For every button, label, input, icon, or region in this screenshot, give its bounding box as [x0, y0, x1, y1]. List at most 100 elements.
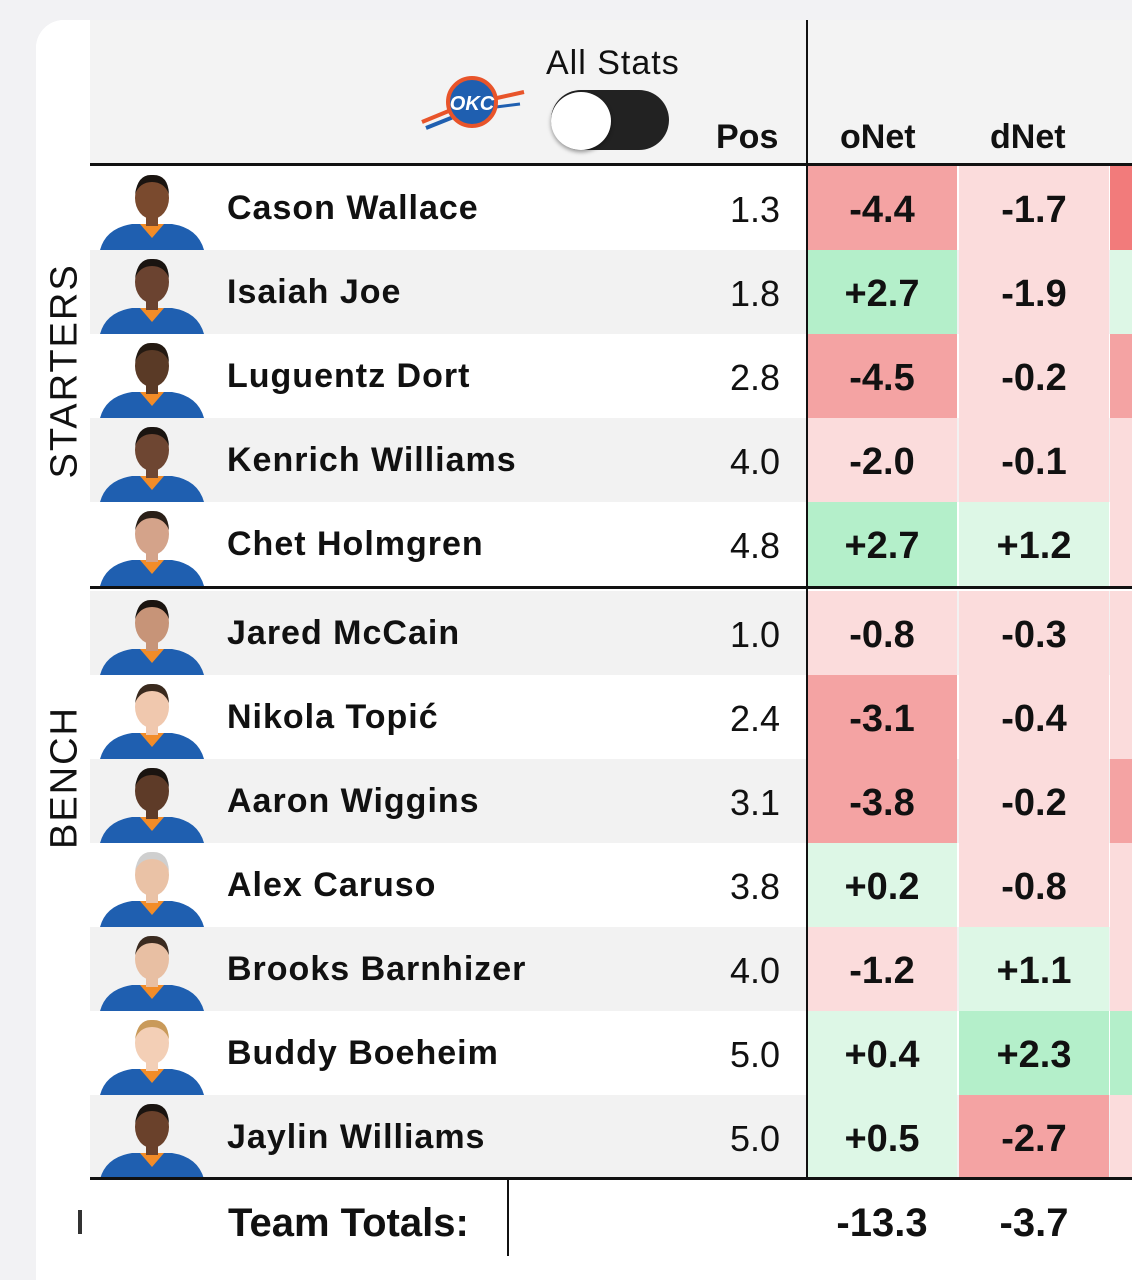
- all-stats-label: All Stats: [546, 44, 680, 82]
- player-pos: 1.0: [729, 614, 780, 655]
- player-pos: 4.8: [729, 525, 780, 566]
- player-onet: +2.7: [807, 502, 957, 586]
- table-row[interactable]: Cason Wallace 1.3 -4.4 -1.7: [90, 166, 1132, 250]
- player-onet: -3.1: [807, 675, 957, 759]
- all-stats-toggle-knob[interactable]: [551, 92, 611, 150]
- player-name[interactable]: Jared McCain: [227, 614, 461, 652]
- player-dnet: +2.3: [959, 1011, 1109, 1095]
- player-avatar: [100, 935, 204, 1011]
- player-onet: -1.2: [807, 927, 957, 1011]
- player-pos: 1.3: [729, 189, 780, 230]
- next-column-edge: [1110, 1095, 1132, 1179]
- player-name[interactable]: Kenrich Williams: [227, 441, 517, 479]
- totals-divider: [507, 1180, 509, 1256]
- table-row[interactable]: Aaron Wiggins 3.1 -3.8 -0.2: [90, 759, 1132, 843]
- next-column-edge: [1110, 843, 1132, 927]
- team-totals-row: Team Totals: -13.3 -3.7: [90, 1180, 1132, 1256]
- section-label-column: [36, 20, 90, 1260]
- player-onet: +0.4: [807, 1011, 957, 1095]
- player-pos: 5.0: [729, 1034, 780, 1075]
- player-avatar: [100, 767, 204, 843]
- player-dnet: -2.7: [959, 1095, 1109, 1179]
- player-avatar: [100, 342, 204, 418]
- table-row[interactable]: Nikola Topić 2.4 -3.1 -0.4: [90, 675, 1132, 759]
- table-row[interactable]: Jaylin Williams 5.0 +0.5 -2.7: [90, 1095, 1132, 1179]
- player-name[interactable]: Chet Holmgren: [227, 525, 484, 563]
- next-column-edge: [1110, 927, 1132, 1011]
- next-column-edge: [1110, 675, 1132, 759]
- player-pos: 3.1: [729, 782, 780, 823]
- player-pos: 4.0: [729, 441, 780, 482]
- player-avatar: [100, 1019, 204, 1095]
- player-pos: 5.0: [729, 1118, 780, 1159]
- player-onet: -0.8: [807, 591, 957, 675]
- player-avatar: [100, 1103, 204, 1179]
- player-onet: -4.4: [807, 166, 957, 250]
- table-row[interactable]: Buddy Boeheim 5.0 +0.4 +2.3: [90, 1011, 1132, 1095]
- player-onet: +0.2: [807, 843, 957, 927]
- player-dnet: -0.4: [959, 675, 1109, 759]
- next-column-edge: [1110, 502, 1132, 586]
- player-dnet: -0.2: [959, 759, 1109, 843]
- player-dnet: -1.7: [959, 166, 1109, 250]
- player-dnet: -1.9: [959, 250, 1109, 334]
- player-dnet: +1.1: [959, 927, 1109, 1011]
- player-avatar: [100, 851, 204, 927]
- player-avatar: [100, 426, 204, 502]
- player-pos: 3.8: [729, 866, 780, 907]
- col-header-dnet[interactable]: dNet: [990, 118, 1066, 156]
- next-column-edge: [1110, 418, 1132, 502]
- next-column-edge: [1110, 334, 1132, 418]
- player-pos: 1.8: [729, 273, 780, 314]
- table-row[interactable]: Alex Caruso 3.8 +0.2 -0.8: [90, 843, 1132, 927]
- section-label-bench: BENCH: [43, 705, 86, 850]
- table-row[interactable]: Brooks Barnhizer 4.0 -1.2 +1.1: [90, 927, 1132, 1011]
- player-name[interactable]: Brooks Barnhizer: [227, 950, 527, 988]
- player-name[interactable]: Alex Caruso: [227, 866, 437, 904]
- okc-logo-icon: OKC: [421, 76, 525, 130]
- player-avatar: [100, 174, 204, 250]
- table-row[interactable]: Kenrich Williams 4.0 -2.0 -0.1: [90, 418, 1132, 502]
- player-dnet: -0.2: [959, 334, 1109, 418]
- header-bottom-rule: [90, 163, 1132, 166]
- player-onet: -3.8: [807, 759, 957, 843]
- starters-bench-rule: [90, 586, 1132, 589]
- team-totals-onet: -13.3: [836, 1201, 928, 1245]
- player-onet: +2.7: [807, 250, 957, 334]
- next-column-edge: [1110, 759, 1132, 843]
- totals-edge-marker: [78, 1210, 82, 1234]
- header-divider-vertical: [806, 20, 808, 1178]
- table-row[interactable]: Jared McCain 1.0 -0.8 -0.3: [90, 591, 1132, 675]
- team-totals-label: Team Totals:: [228, 1201, 469, 1245]
- team-totals-dnet: -3.7: [999, 1201, 1069, 1245]
- col-header-onet[interactable]: oNet: [840, 118, 916, 156]
- player-name[interactable]: Luguentz Dort: [227, 357, 471, 395]
- okc-logo-text: OKC: [450, 93, 495, 115]
- next-column-edge: [1110, 1011, 1132, 1095]
- player-onet: -2.0: [807, 418, 957, 502]
- player-dnet: -0.3: [959, 591, 1109, 675]
- table-row[interactable]: Isaiah Joe 1.8 +2.7 -1.9: [90, 250, 1132, 334]
- player-name[interactable]: Buddy Boeheim: [227, 1034, 499, 1072]
- player-name[interactable]: Nikola Topić: [227, 698, 439, 736]
- col-header-pos[interactable]: Pos: [716, 118, 779, 156]
- player-name[interactable]: Aaron Wiggins: [227, 782, 480, 820]
- next-column-edge: [1110, 166, 1132, 250]
- player-avatar: [100, 258, 204, 334]
- player-name[interactable]: Cason Wallace: [227, 189, 479, 227]
- player-avatar: [100, 683, 204, 759]
- player-onet: -4.5: [807, 334, 957, 418]
- player-name[interactable]: Jaylin Williams: [227, 1118, 486, 1156]
- section-label-starters: STARTERS: [43, 263, 86, 479]
- player-pos: 2.8: [729, 357, 780, 398]
- player-avatar: [100, 599, 204, 675]
- player-dnet: -0.8: [959, 843, 1109, 927]
- table-row[interactable]: Chet Holmgren 4.8 +2.7 +1.2: [90, 502, 1132, 586]
- table-row[interactable]: Luguentz Dort 2.8 -4.5 -0.2: [90, 334, 1132, 418]
- player-dnet: -0.1: [959, 418, 1109, 502]
- player-name[interactable]: Isaiah Joe: [227, 273, 402, 311]
- player-onet: +0.5: [807, 1095, 957, 1179]
- player-pos: 2.4: [729, 698, 780, 739]
- next-column-edge: [1110, 250, 1132, 334]
